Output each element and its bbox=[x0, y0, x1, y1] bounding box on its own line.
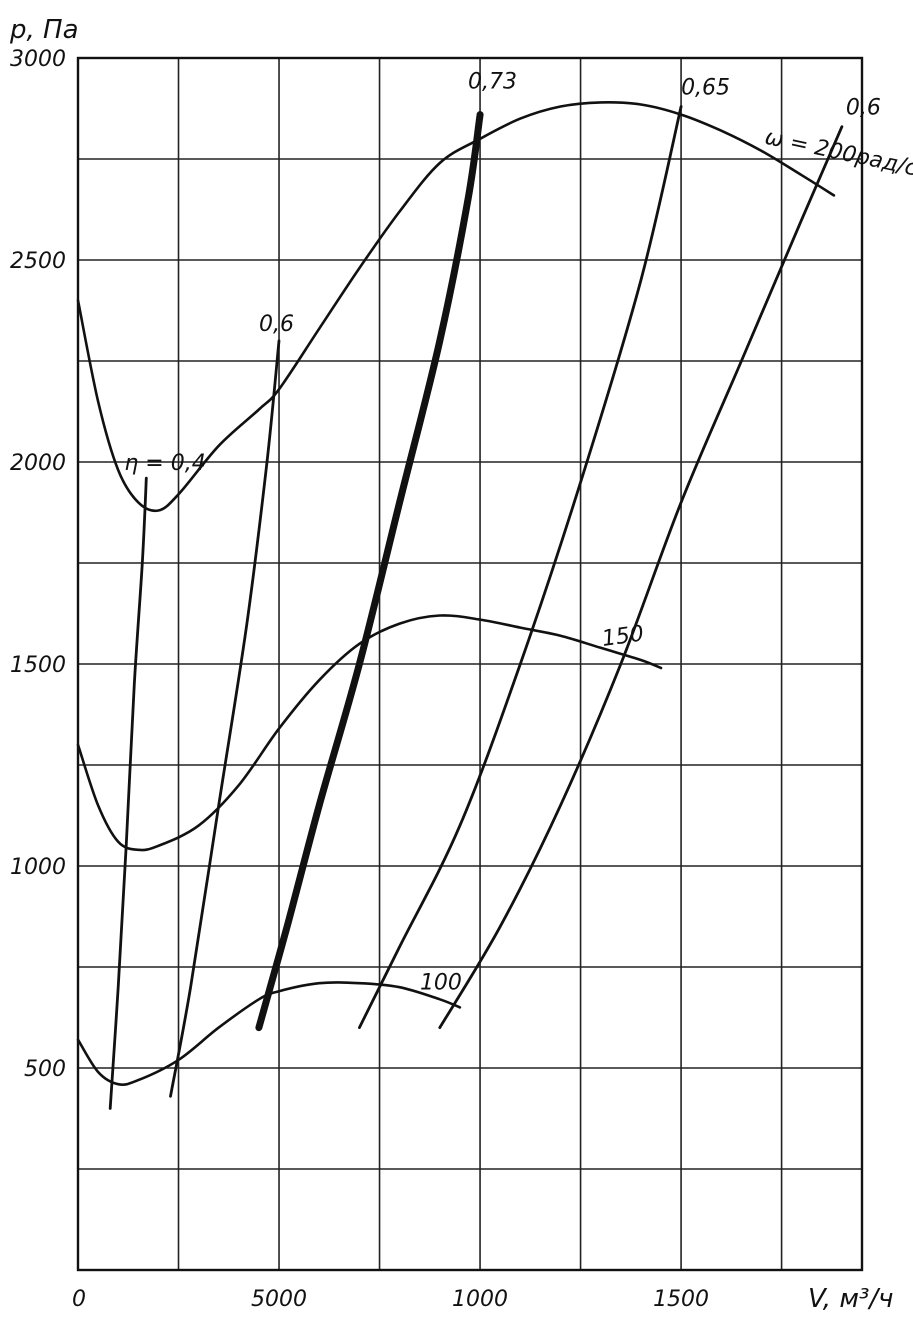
x-tick-label: 1500 bbox=[653, 1287, 709, 1312]
y-tick-label: 3000 bbox=[10, 47, 66, 72]
series-label-1: 150 bbox=[600, 621, 645, 652]
series-label-6: 0,65 bbox=[681, 75, 730, 100]
series-line-1 bbox=[76, 614, 663, 852]
plot-frame bbox=[76, 56, 864, 1272]
series-layer bbox=[76, 101, 844, 1110]
series-label-3: η = 0,4 bbox=[124, 451, 205, 476]
series-label-2: 100 bbox=[420, 970, 462, 995]
series-line-0 bbox=[76, 101, 836, 513]
series-line-2 bbox=[76, 981, 462, 1086]
y-axis-label: p, Па bbox=[9, 15, 79, 45]
series-line-7 bbox=[438, 125, 844, 1029]
x-tick-label: 1000 bbox=[452, 1287, 508, 1312]
series-label-7: 0,6 bbox=[846, 96, 881, 121]
series-line-6 bbox=[358, 105, 683, 1029]
y-tick-label: 500 bbox=[24, 1057, 66, 1082]
y-tick-label: 1500 bbox=[10, 653, 66, 678]
y-tick-label: 2500 bbox=[10, 249, 66, 274]
x-tick-label: 0 bbox=[72, 1287, 86, 1312]
series-label-5: 0,73 bbox=[468, 70, 517, 95]
grid bbox=[78, 58, 862, 1270]
series-line-5 bbox=[255, 111, 484, 1032]
x-tick-label: 5000 bbox=[251, 1287, 307, 1312]
series-label-4: 0,6 bbox=[259, 312, 294, 337]
y-tick-label: 1000 bbox=[10, 855, 66, 880]
y-tick-label: 2000 bbox=[10, 451, 66, 476]
series-line-4 bbox=[169, 339, 281, 1098]
series-line-3 bbox=[108, 476, 148, 1110]
tick-labels: 0 5000 1000 1500 3000 2500 2000 1500 1000 500 bbox=[10, 47, 709, 1312]
x-axis-label: V, м³/ч bbox=[808, 1284, 894, 1314]
